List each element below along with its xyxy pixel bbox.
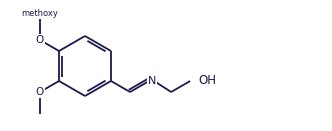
Text: methoxy: methoxy	[22, 10, 58, 18]
Text: O: O	[36, 87, 44, 97]
Text: OH: OH	[198, 75, 216, 88]
Text: O: O	[36, 35, 44, 45]
Text: N: N	[148, 76, 156, 86]
